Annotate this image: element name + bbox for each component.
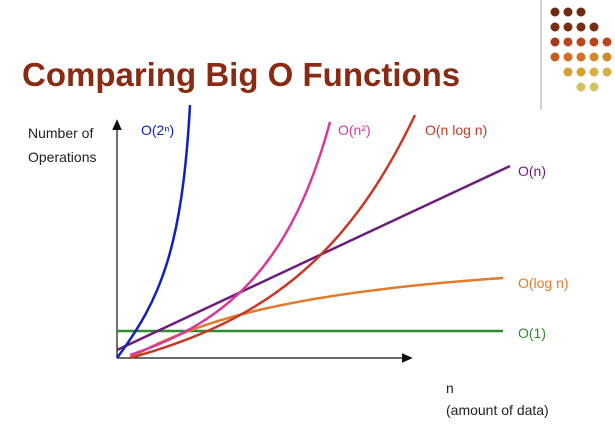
slide-title: Comparing Big O Functions [22, 56, 460, 93]
curve-label: O(1) [518, 325, 546, 341]
curve-label: O(n²) [338, 122, 371, 138]
x-axis-label: (amount of data) [446, 402, 549, 418]
curve-linear [116, 164, 511, 352]
curve-nlogn [129, 114, 417, 360]
decor-dots [550, 7, 612, 92]
curve-label: O(2ⁿ) [141, 122, 174, 138]
curve-label: O(n) [518, 163, 546, 179]
curve-exponential [115, 104, 192, 359]
curve-label: O(n log n) [425, 122, 487, 138]
y-axis-label: Number of [28, 125, 93, 141]
x-axis-label: n [446, 380, 454, 396]
curve-label: O(log n) [518, 275, 569, 291]
curve-quadratic [129, 121, 332, 357]
y-axis-label: Operations [28, 149, 96, 165]
